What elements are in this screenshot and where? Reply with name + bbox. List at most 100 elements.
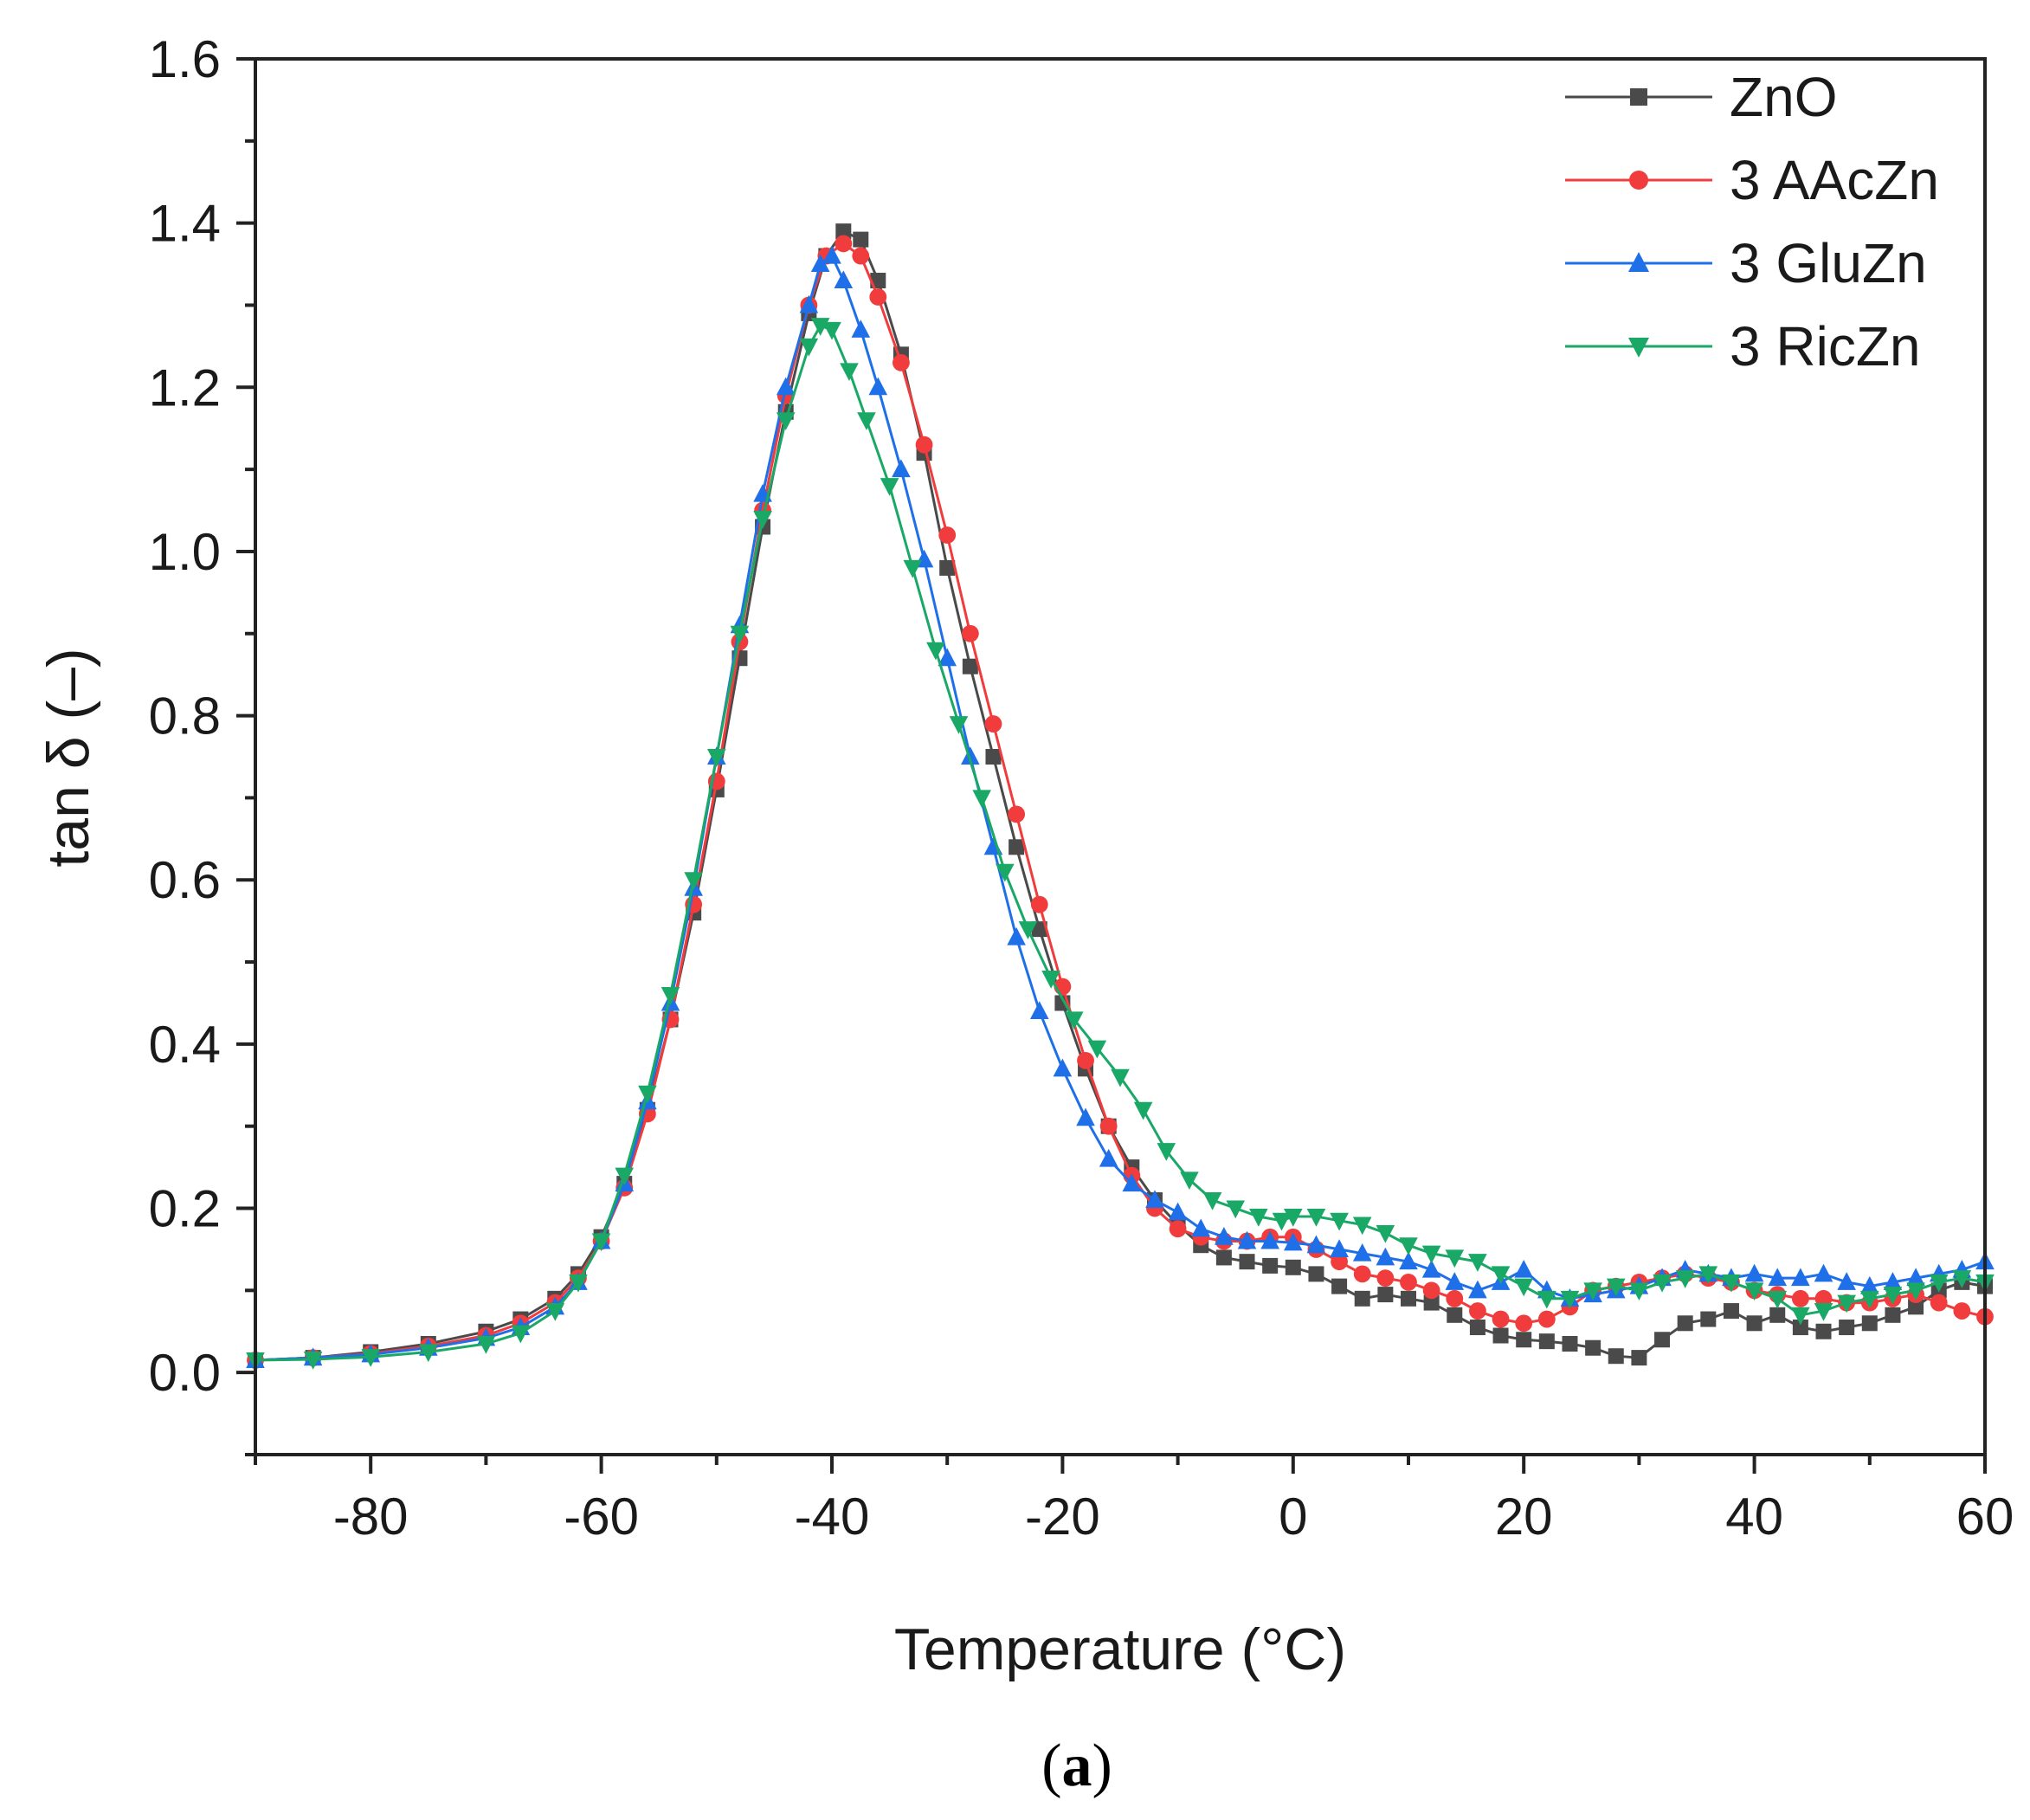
data-point — [1768, 1268, 1788, 1287]
data-point — [1492, 1327, 1509, 1344]
data-point — [938, 648, 957, 667]
y-tick-label: 1.4 — [149, 195, 221, 253]
data-point — [419, 1344, 438, 1363]
data-point — [569, 1274, 588, 1293]
data-point — [684, 872, 703, 890]
data-point — [1908, 1299, 1924, 1315]
data-point — [1468, 1254, 1487, 1272]
data-point — [1885, 1307, 1901, 1323]
data-point — [961, 746, 980, 765]
data-point — [1654, 1332, 1671, 1348]
data-point — [1883, 1272, 1903, 1290]
data-point — [476, 1335, 496, 1354]
data-point — [1629, 1282, 1649, 1301]
data-point — [939, 559, 956, 576]
data-point — [840, 363, 859, 382]
data-point — [776, 377, 796, 396]
data-point — [1583, 1282, 1602, 1301]
data-point — [1839, 1320, 1855, 1336]
data-point — [753, 511, 772, 529]
data-point — [1445, 1249, 1465, 1268]
data-point — [1029, 1001, 1049, 1019]
data-point — [1099, 1117, 1118, 1135]
data-point — [1330, 1239, 1349, 1257]
x-tick-label: -40 — [795, 1488, 870, 1546]
data-point — [1041, 971, 1060, 989]
data-point — [1560, 1290, 1580, 1309]
data-point — [1306, 1235, 1326, 1254]
data-point — [303, 1352, 323, 1370]
data-point — [1491, 1266, 1511, 1285]
y-tick-label: 0.2 — [149, 1180, 221, 1238]
legend-swatch-marker — [1629, 171, 1648, 190]
data-point — [962, 658, 978, 674]
data-point — [799, 294, 819, 313]
data-point — [852, 247, 870, 265]
series-line — [255, 242, 1986, 1362]
data-point — [893, 353, 910, 371]
data-point — [1377, 1287, 1394, 1303]
data-point — [1399, 1237, 1418, 1255]
legend-item: ZnO — [1565, 66, 1837, 128]
data-point — [1352, 1217, 1372, 1236]
data-point — [1791, 1289, 1809, 1307]
data-point — [1215, 1249, 1232, 1266]
legend-swatch-marker — [1630, 88, 1647, 106]
data-point — [1445, 1272, 1465, 1290]
data-point — [1675, 1270, 1695, 1288]
data-point — [1492, 1310, 1510, 1328]
data-point — [1308, 1266, 1324, 1282]
data-point — [1007, 926, 1026, 945]
data-point — [869, 288, 887, 306]
data-point — [1180, 1171, 1199, 1191]
data-point — [1191, 1218, 1211, 1237]
data-point — [1330, 1212, 1349, 1231]
data-point — [1469, 1320, 1485, 1336]
data-point — [1746, 1315, 1763, 1332]
data-point — [1514, 1259, 1533, 1278]
legend-label: ZnO — [1730, 66, 1837, 128]
x-tick-label: 20 — [1495, 1488, 1553, 1546]
data-point — [834, 270, 854, 289]
data-point — [1468, 1280, 1487, 1299]
data-point — [1698, 1266, 1718, 1285]
y-tick-label: 1.2 — [149, 358, 221, 416]
data-point — [1469, 1302, 1486, 1320]
legend-item: 3 GluZn — [1565, 232, 1927, 294]
data-point — [1723, 1303, 1739, 1320]
data-point — [1169, 1220, 1187, 1238]
data-point — [1906, 1282, 1925, 1301]
data-point — [1099, 1148, 1118, 1167]
data-point — [1837, 1294, 1856, 1313]
data-point — [949, 716, 969, 734]
data-point — [1399, 1251, 1418, 1270]
legend-label: 3 RicZn — [1730, 315, 1921, 378]
data-point — [1237, 1230, 1257, 1249]
y-tick-label: 1.6 — [149, 30, 221, 88]
data-point — [810, 254, 830, 273]
data-point — [868, 377, 888, 396]
data-point — [996, 863, 1015, 882]
x-tick-label: 40 — [1725, 1488, 1783, 1546]
y-tick-label: 0.6 — [149, 851, 221, 909]
data-point — [545, 1303, 565, 1321]
data-point — [1111, 1068, 1130, 1087]
y-tick-label: 0.0 — [149, 1344, 221, 1402]
x-axis-ticks: -80 -60 -40 -20 0 20 40 60 — [254, 1455, 2014, 1546]
legend-swatch-marker — [1628, 252, 1649, 272]
data-point — [1053, 1058, 1073, 1077]
data-point — [1401, 1290, 1416, 1307]
data-point — [1008, 805, 1026, 823]
data-point — [1009, 839, 1025, 855]
data-point — [1400, 1273, 1417, 1291]
data-point — [903, 559, 923, 578]
data-point — [1215, 1227, 1234, 1245]
data-point — [1422, 1281, 1440, 1300]
panel-label-close: ) — [1092, 1733, 1112, 1799]
data-point — [1306, 1209, 1326, 1227]
data-point — [1249, 1209, 1268, 1227]
data-point — [1861, 1315, 1878, 1332]
data-point — [1076, 1107, 1095, 1126]
